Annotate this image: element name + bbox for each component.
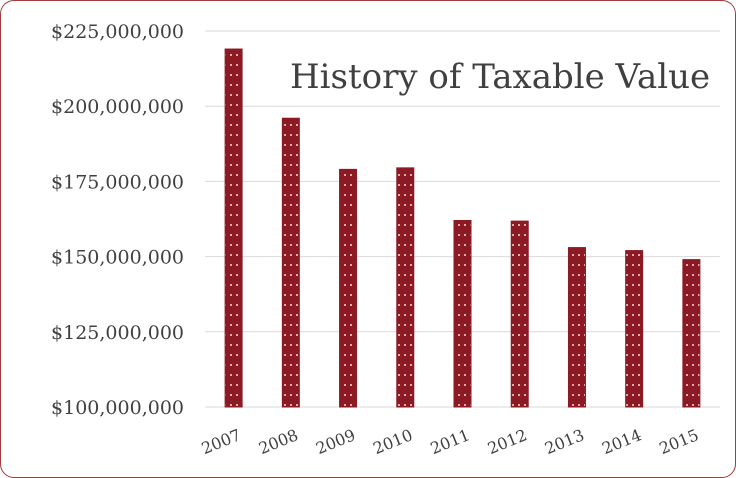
bar-2009 [339,168,358,408]
bar-2014 [625,250,644,408]
bars [224,48,701,408]
bar-2010 [396,167,415,408]
x-tick-label: 2011 [428,425,473,458]
x-tick-label: 2008 [256,425,301,458]
x-tick-label: 2009 [313,425,358,458]
y-tick-label: $175,000,000 [51,171,184,193]
x-axis-category-labels: 2007 2008 2009 2010 2011 2012 2013 2014 2015 [199,425,702,458]
y-tick-label: $150,000,000 [51,247,184,269]
y-tick-label: $225,000,000 [51,21,184,43]
bar-2013 [567,247,586,408]
x-tick-label: 2010 [370,425,415,458]
y-axis-tick-labels: $100,000,000 $125,000,000 $150,000,000 $175… [51,21,184,419]
x-tick-label: 2014 [599,425,644,458]
y-tick-label: $200,000,000 [51,96,184,118]
bar-2007 [224,48,243,408]
chart-title: History of Taxable Value [290,57,710,97]
bar-2015 [682,259,701,408]
x-tick-label: 2015 [657,425,702,458]
x-tick-label: 2007 [199,425,244,458]
y-tick-label: $125,000,000 [51,322,184,344]
x-tick-label: 2013 [542,425,587,458]
y-tick-label: $100,000,000 [51,397,184,419]
x-tick-label: 2012 [485,425,530,458]
bar-2012 [510,220,529,408]
bar-2011 [453,220,472,408]
bar-2008 [281,117,300,408]
